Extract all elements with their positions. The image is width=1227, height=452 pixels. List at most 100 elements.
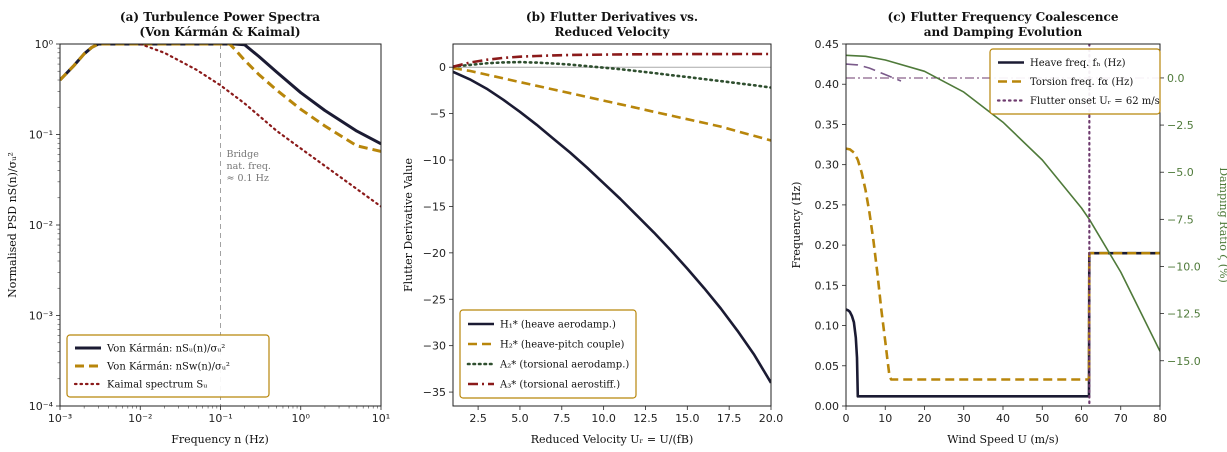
panel-c-y2tick-label-0: 0.0 (1167, 72, 1185, 85)
panel-c-legend-label-2: Flutter onset Uᵣ = 62 m/s (1030, 96, 1160, 107)
panel-c-series-0-line (846, 251, 1160, 398)
panel-b-xtick-label-7: 20.0 (759, 412, 784, 425)
panel-b-ytick-label-5: −25 (423, 293, 446, 306)
panel-c-ytick-label-6: 0.30 (815, 159, 840, 172)
panel-a-series-0-line (60, 44, 381, 146)
panel-b-legend-label-3: A₃* (torsional aerostiff.) (499, 380, 620, 391)
panel-c-y2tick-label-1: −2.5 (1167, 119, 1194, 132)
panel-c-ytick-label-9: 0.45 (815, 38, 840, 51)
panel-a-annotation-line-1: nat. freq. (227, 161, 271, 172)
panel-c-ylabel: Frequency (Hz) (790, 182, 803, 269)
panel-c-title: (c) Flutter Frequency Coalescence (888, 10, 1119, 24)
panel-c-y2tick-label-6: −15.0 (1167, 355, 1201, 368)
panel-b-ytick-label-2: −10 (423, 154, 446, 167)
panel-c-xtick-label-8: 80 (1153, 412, 1167, 425)
panel-b-series-1-line (453, 66, 771, 142)
panel-a-xtick-label-4: 10¹ (372, 412, 390, 425)
panel-c-series-3-line (846, 54, 1160, 352)
panel-c-ytick-label-3: 0.15 (815, 279, 840, 292)
panel-b-series-2-line (453, 60, 771, 89)
panel-b-xtick-label-4: 12.5 (633, 412, 658, 425)
panel-b-ytick-label-7: −35 (423, 386, 446, 399)
panel-c-y2tick-label-5: −12.5 (1167, 308, 1201, 321)
panel-c-xtick-label-4: 40 (996, 412, 1010, 425)
panel-c-legend-label-0: Heave freq. fₕ (Hz) (1030, 58, 1126, 69)
panel-a-xtick-label-2: 10⁻¹ (208, 412, 232, 425)
panel-a-legend-box (66, 334, 270, 398)
panel-c-axes-frame (845, 43, 1161, 407)
panel-a-axes-frame (59, 43, 382, 407)
panel-c-xtick-label-3: 30 (957, 412, 971, 425)
panel-c-y2tick-label-4: −10.0 (1167, 260, 1201, 273)
panel-c-y2tick-label-3: −7.5 (1167, 213, 1194, 226)
panel-b-ytick-label-3: −15 (423, 200, 446, 213)
panel-c-y2tick-label-2: −5.0 (1167, 166, 1194, 179)
panel-c-ytick-label-2: 0.10 (815, 320, 840, 333)
panel-a-ytick-label-4: 10⁰ (35, 38, 54, 51)
panel-c-ytick-label-1: 0.05 (815, 360, 840, 373)
panel-a-xtick-label-0: 10⁻³ (48, 412, 72, 425)
panel-b-plot-area (453, 52, 771, 384)
panel-b-xtick-label-2: 7.5 (553, 412, 571, 425)
panel-c-ytick-label-8: 0.40 (815, 78, 840, 91)
panel-a-ytick-label-2: 10⁻² (29, 219, 53, 232)
panel-b-xtick-label-5: 15.0 (675, 412, 700, 425)
panel-a-annotation-line-0: Bridge (227, 149, 260, 160)
panel-b-legend-label-2: A₂* (torsional aerodamp.) (499, 360, 629, 371)
panel-a-title: (a) Turbulence Power Spectra (120, 10, 320, 24)
panel-a-chart: (a) Turbulence Power Spectra (Von Kármán… (6, 10, 390, 446)
panel-a-legend-label-2: Kaimal spectrum Sᵤ (107, 380, 207, 391)
panel-a-subtitle: (Von Kármán & Kaimal) (139, 25, 300, 39)
panel-b-ytick-label-0: 0 (439, 61, 446, 74)
panel-c-xtick-label-1: 10 (878, 412, 892, 425)
panel-b-ytick-label-1: −5 (430, 108, 446, 121)
panel-c-series-1-line (846, 147, 1160, 381)
panel-b-legend-box (459, 309, 637, 399)
panel-c-y2label: Damping Ratio ζ (%) (1217, 167, 1227, 283)
panel-b-xtick-label-6: 17.5 (717, 412, 742, 425)
panel-b-ylabel: Flutter Derivative Value (402, 158, 415, 292)
panel-b-ytick-label-6: −30 (423, 340, 446, 353)
panel-c-legend-box (989, 48, 1161, 115)
panel-c-ytick-label-5: 0.25 (815, 199, 840, 212)
panel-c-legend-label-1: Torsion freq. fα (Hz) (1030, 77, 1133, 88)
panel-a-series-1-line (60, 44, 381, 153)
panel-c-xtick-label-6: 60 (1075, 412, 1089, 425)
panel-b-xlabel: Reduced Velocity Uᵣ = U/(fB) (531, 433, 694, 446)
panel-a-xlabel: Frequency n (Hz) (171, 433, 269, 446)
panel-a-series-2-line (139, 44, 381, 208)
panel-a-annotation-line-2: ≈ 0.1 Hz (227, 173, 269, 184)
panel-b-ytick-label-4: −20 (423, 247, 446, 260)
panel-b-axes-frame (452, 43, 772, 407)
panel-b-legend-label-1: H₂* (heave-pitch couple) (500, 340, 624, 351)
panel-b-xtick-label-3: 10.0 (591, 412, 616, 425)
panel-a-ytick-label-3: 10⁻¹ (29, 129, 53, 142)
panel-a-xtick-label-1: 10⁻² (128, 412, 152, 425)
panel-b-series-0-line (453, 70, 771, 384)
panel-c-subtitle: and Damping Evolution (924, 25, 1083, 39)
panel-a-ytick-label-1: 10⁻³ (29, 310, 53, 323)
panel-a-xtick-label-3: 10⁰ (292, 412, 311, 425)
panel-a-ylabel: Normalised PSD nS(n)/σᵤ² (6, 152, 19, 298)
panel-c-series-2-line (846, 63, 902, 82)
panel-a-legend-label-0: Von Kármán: nSᵤ(n)/σᵤ² (106, 344, 225, 355)
panel-b-xtick-label-1: 5.0 (511, 412, 529, 425)
panel-c-xtick-label-5: 50 (1035, 412, 1049, 425)
panel-b-legend-label-0: H₁* (heave aerodamp.) (500, 320, 616, 331)
panel-b-series-3-line (453, 52, 771, 68)
panel-c-chart: (c) Flutter Frequency Coalescence and Da… (790, 10, 1227, 446)
panel-c-ytick-label-4: 0.20 (815, 239, 840, 252)
panel-b-title: (b) Flutter Derivatives vs. (526, 10, 698, 24)
panel-b-subtitle: Reduced Velocity (554, 25, 670, 39)
panel-a-legend-label-1: Von Kármán: nSw(n)/σᵤ² (106, 362, 230, 373)
panel-b-xtick-label-0: 2.5 (469, 412, 487, 425)
panel-c-xtick-label-0: 0 (843, 412, 850, 425)
panel-c-ytick-label-0: 0.00 (815, 400, 840, 413)
panel-b-chart: (b) Flutter Derivatives vs. Reduced Velo… (402, 10, 783, 446)
panel-c-ytick-label-7: 0.35 (815, 118, 840, 131)
panel-c-xlabel: Wind Speed U (m/s) (947, 433, 1059, 446)
panel-a-ytick-label-0: 10⁻⁴ (29, 400, 54, 413)
panel-c-xtick-label-2: 20 (918, 412, 932, 425)
panel-c-xtick-label-7: 70 (1114, 412, 1128, 425)
